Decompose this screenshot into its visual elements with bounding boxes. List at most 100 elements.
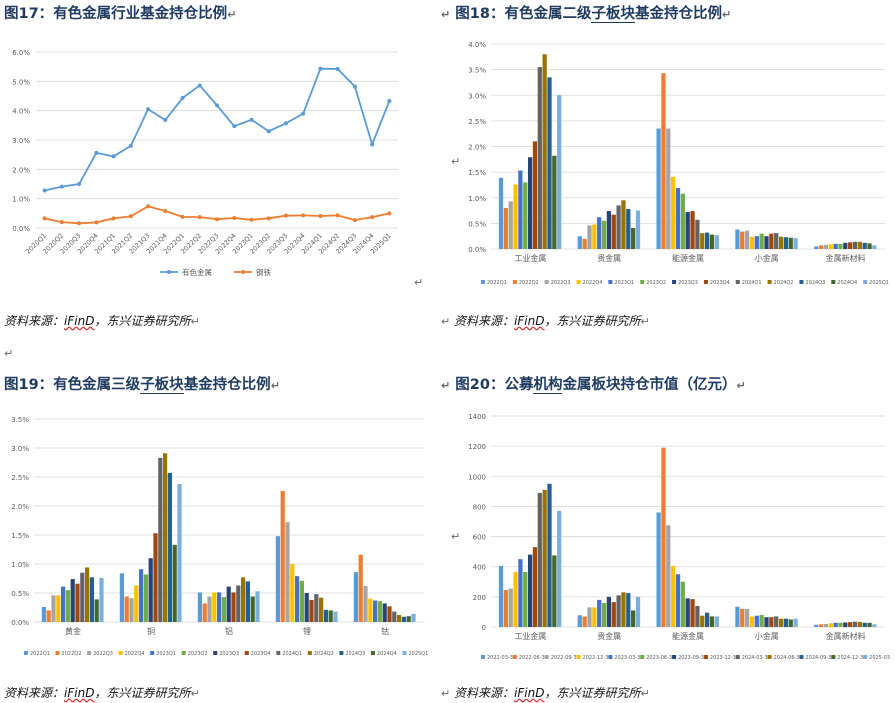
bar — [661, 73, 666, 250]
data-point — [249, 117, 254, 122]
bar — [695, 605, 700, 627]
bar — [675, 574, 681, 627]
data-point — [111, 154, 116, 159]
bar — [671, 565, 676, 627]
data-point — [42, 188, 47, 193]
bar — [245, 581, 250, 622]
bar — [852, 621, 858, 627]
legend-swatch — [544, 280, 549, 284]
bar — [592, 607, 597, 627]
bar — [611, 602, 616, 627]
legend-swatch — [608, 655, 613, 659]
legend-label: 2024-12-31 — [837, 655, 866, 661]
bar — [518, 559, 523, 627]
source-rest: ，东兴证券研究所 — [544, 314, 641, 328]
bar — [635, 210, 641, 249]
bar — [542, 54, 547, 249]
bar — [119, 573, 124, 622]
data-point — [146, 204, 151, 209]
legend-swatch — [640, 280, 645, 284]
figure-19-source: 资料来源：iFinD，东兴证券研究所↵ — [4, 684, 200, 701]
x-category-label: 钴 — [381, 626, 389, 636]
x-category-label: 金属新材料 — [826, 631, 866, 641]
bar — [852, 241, 858, 249]
legend-swatch — [307, 651, 312, 655]
bar — [700, 615, 705, 627]
bar — [872, 245, 877, 249]
data-point — [180, 214, 185, 219]
bar — [872, 624, 877, 627]
bar — [177, 483, 182, 622]
bar — [319, 597, 324, 622]
y-tick-label: 4.0% — [468, 41, 486, 49]
bar — [523, 182, 528, 249]
data-point — [197, 83, 202, 88]
source-rest: ，东兴证券研究所 — [94, 686, 191, 700]
bar — [207, 596, 212, 622]
legend-label: 2024-06-30 — [774, 655, 803, 661]
data-point — [370, 142, 375, 147]
x-category-label: 贵金属 — [597, 631, 621, 641]
x-category-label: 能源金属 — [672, 631, 704, 641]
bar — [661, 447, 666, 627]
figure-17-line-chart: 0.0%1.0%2.0%3.0%4.0%5.0%6.0%2020Q12020Q2… — [12, 49, 398, 277]
data-point — [146, 107, 151, 112]
bar — [167, 472, 172, 622]
legend-label: 2023-06-30 — [646, 655, 675, 661]
bar — [304, 593, 309, 622]
x-category-label: 小金属 — [755, 631, 779, 641]
legend-label: 2022-06-30 — [519, 655, 548, 661]
x-category-label: 锂 — [303, 626, 311, 636]
legend-swatch — [87, 651, 92, 655]
paragraph-mark: ↵ — [4, 347, 14, 360]
figure-17-source: 资料来源：iFinD，东兴证券研究所↵ — [4, 312, 200, 329]
bar — [582, 616, 587, 627]
bar — [513, 571, 518, 627]
bar — [397, 615, 402, 622]
bar — [498, 177, 504, 249]
bar — [537, 67, 542, 249]
legend-swatch — [118, 651, 123, 655]
data-point — [59, 184, 64, 189]
data-point — [352, 218, 357, 223]
bar — [833, 243, 838, 249]
legend-swatch — [512, 655, 517, 659]
source-brand: iFinD — [64, 314, 95, 328]
bar — [387, 606, 392, 622]
bar — [143, 574, 148, 622]
bar — [769, 233, 774, 249]
bar — [89, 577, 94, 622]
bar — [744, 230, 750, 249]
legend-label: 2023-03-31 — [614, 655, 643, 661]
bar — [631, 610, 636, 627]
legend-label: 2024Q3 — [805, 280, 825, 286]
bar — [774, 233, 779, 249]
y-tick-label: 0.0% — [468, 246, 486, 254]
x-category-label: 铝 — [225, 626, 233, 636]
bar — [754, 615, 759, 627]
bar — [358, 554, 363, 622]
data-point — [387, 211, 392, 216]
bar — [557, 510, 562, 627]
legend-label: 2023Q2 — [188, 651, 208, 657]
bar — [606, 211, 612, 249]
figure-19-title-underlined: 子板块 — [140, 377, 184, 394]
x-category-label: 贵金属 — [597, 253, 621, 263]
bar — [631, 227, 636, 249]
bar — [94, 599, 99, 622]
bar — [41, 606, 46, 622]
legend-swatch — [672, 280, 677, 284]
y-tick-label: 1.5% — [468, 169, 486, 177]
bar — [139, 569, 144, 622]
figure-19-title-prefix: 图19： — [4, 377, 54, 393]
bar — [828, 623, 833, 627]
bar — [513, 184, 518, 249]
bar — [818, 245, 824, 249]
y-tick-label: 4.0% — [12, 108, 30, 116]
legend-label: 2022Q3 — [551, 280, 571, 286]
bar — [153, 533, 158, 622]
bar — [255, 591, 260, 622]
x-category-label: 黄金 — [65, 626, 81, 636]
data-point — [94, 220, 99, 225]
y-tick-label: 0.0% — [12, 225, 30, 233]
